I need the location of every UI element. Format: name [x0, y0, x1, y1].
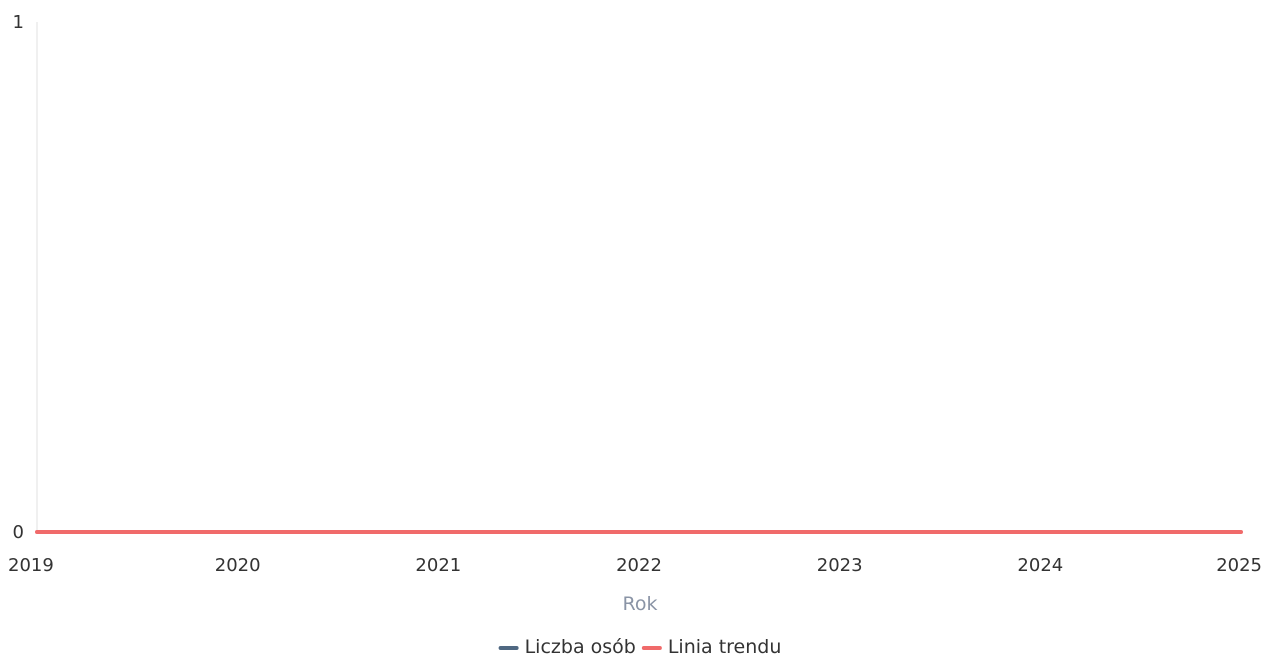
x-tick-label: 2021	[415, 555, 461, 576]
x-tick-label: 2020	[215, 555, 261, 576]
legend-swatch	[641, 646, 662, 650]
y-tick-label: 1	[13, 12, 24, 33]
x-tick-label: 2023	[817, 555, 863, 576]
x-tick-label: 2019	[8, 555, 54, 576]
legend-label: Linia trendu	[668, 636, 782, 658]
x-tick-label: 2025	[1216, 555, 1262, 576]
legend: Liczba osób Linia trendu	[498, 636, 782, 658]
x-tick-label: 2022	[616, 555, 662, 576]
legend-swatch	[498, 646, 519, 650]
legend-item-1[interactable]: Liczba osób	[498, 636, 636, 658]
y-tick-label: 0	[13, 522, 24, 543]
y-axis-ticks: 01	[13, 12, 24, 543]
legend-label: Liczba osób	[525, 636, 636, 658]
x-axis-title: Rok	[623, 593, 658, 615]
x-axis-ticks: 2019 2020 2021 2022 2023 2024 2025	[8, 555, 1262, 576]
legend-item-2[interactable]: Linia trendu	[641, 636, 782, 658]
x-tick-label: 2024	[1017, 555, 1063, 576]
